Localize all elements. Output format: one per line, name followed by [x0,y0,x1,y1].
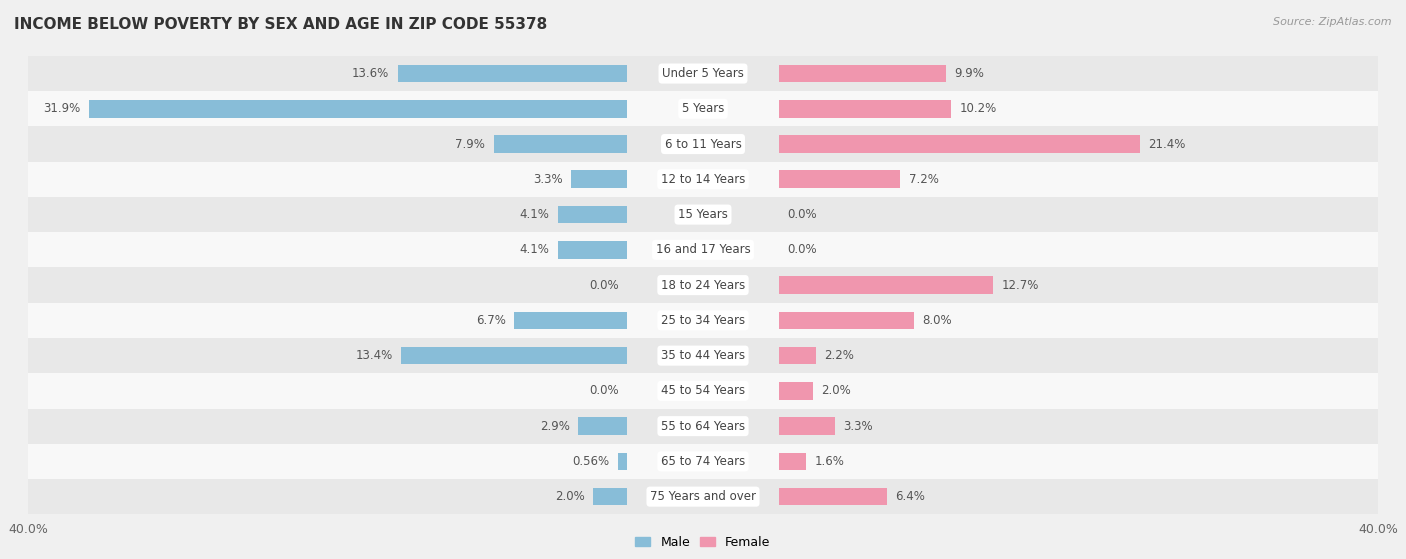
Bar [779,418,835,435]
Text: 8.0%: 8.0% [922,314,952,327]
Legend: Male, Female: Male, Female [630,531,776,554]
Bar [779,311,914,329]
Text: 45 to 54 Years: 45 to 54 Years [661,385,745,397]
Text: 0.0%: 0.0% [589,278,619,292]
Bar [515,311,627,329]
Text: 1.6%: 1.6% [814,455,844,468]
Text: 21.4%: 21.4% [1149,138,1185,150]
Text: 10.2%: 10.2% [959,102,997,115]
Text: INCOME BELOW POVERTY BY SEX AND AGE IN ZIP CODE 55378: INCOME BELOW POVERTY BY SEX AND AGE IN Z… [14,17,547,32]
Text: 25 to 34 Years: 25 to 34 Years [661,314,745,327]
Text: 7.2%: 7.2% [908,173,939,186]
Bar [617,453,627,470]
Text: 3.3%: 3.3% [533,173,562,186]
Text: Under 5 Years: Under 5 Years [662,67,744,80]
Text: 0.0%: 0.0% [787,243,817,257]
Bar [28,409,1378,444]
Text: 6 to 11 Years: 6 to 11 Years [665,138,741,150]
Bar [28,91,1378,126]
Bar [779,347,815,364]
Text: 31.9%: 31.9% [44,102,80,115]
Text: 35 to 44 Years: 35 to 44 Years [661,349,745,362]
Text: 16 and 17 Years: 16 and 17 Years [655,243,751,257]
Text: 6.4%: 6.4% [896,490,925,503]
Bar [28,56,1378,91]
Bar [593,488,627,505]
Text: 3.3%: 3.3% [844,420,873,433]
Text: 6.7%: 6.7% [475,314,506,327]
Text: 4.1%: 4.1% [520,243,550,257]
Bar [28,303,1378,338]
Bar [28,444,1378,479]
Text: 13.6%: 13.6% [352,67,389,80]
Bar [779,170,900,188]
Text: 12.7%: 12.7% [1001,278,1039,292]
Bar [779,100,950,117]
Bar [28,338,1378,373]
Bar [779,453,806,470]
Bar [28,232,1378,267]
Bar [28,267,1378,303]
Bar [28,126,1378,162]
Bar [779,488,887,505]
Text: Source: ZipAtlas.com: Source: ZipAtlas.com [1274,17,1392,27]
Text: 9.9%: 9.9% [955,67,984,80]
Text: 0.0%: 0.0% [787,208,817,221]
Text: 2.9%: 2.9% [540,420,569,433]
Text: 15 Years: 15 Years [678,208,728,221]
Text: 2.2%: 2.2% [824,349,855,362]
Bar [779,65,946,82]
Text: 4.1%: 4.1% [520,208,550,221]
Bar [571,170,627,188]
Bar [578,418,627,435]
Bar [398,65,627,82]
Bar [28,197,1378,232]
Text: 0.0%: 0.0% [589,385,619,397]
Bar [779,276,993,294]
Text: 65 to 74 Years: 65 to 74 Years [661,455,745,468]
Text: 55 to 64 Years: 55 to 64 Years [661,420,745,433]
Bar [89,100,627,117]
Bar [494,135,627,153]
Text: 13.4%: 13.4% [356,349,392,362]
Text: 18 to 24 Years: 18 to 24 Years [661,278,745,292]
Text: 0.56%: 0.56% [572,455,609,468]
Bar [401,347,627,364]
Text: 12 to 14 Years: 12 to 14 Years [661,173,745,186]
Text: 2.0%: 2.0% [821,385,851,397]
Text: 75 Years and over: 75 Years and over [650,490,756,503]
Bar [28,162,1378,197]
Bar [28,373,1378,409]
Bar [558,241,627,259]
Bar [779,382,813,400]
Text: 2.0%: 2.0% [555,490,585,503]
Bar [779,135,1140,153]
Bar [28,479,1378,514]
Text: 5 Years: 5 Years [682,102,724,115]
Text: 7.9%: 7.9% [456,138,485,150]
Bar [558,206,627,224]
